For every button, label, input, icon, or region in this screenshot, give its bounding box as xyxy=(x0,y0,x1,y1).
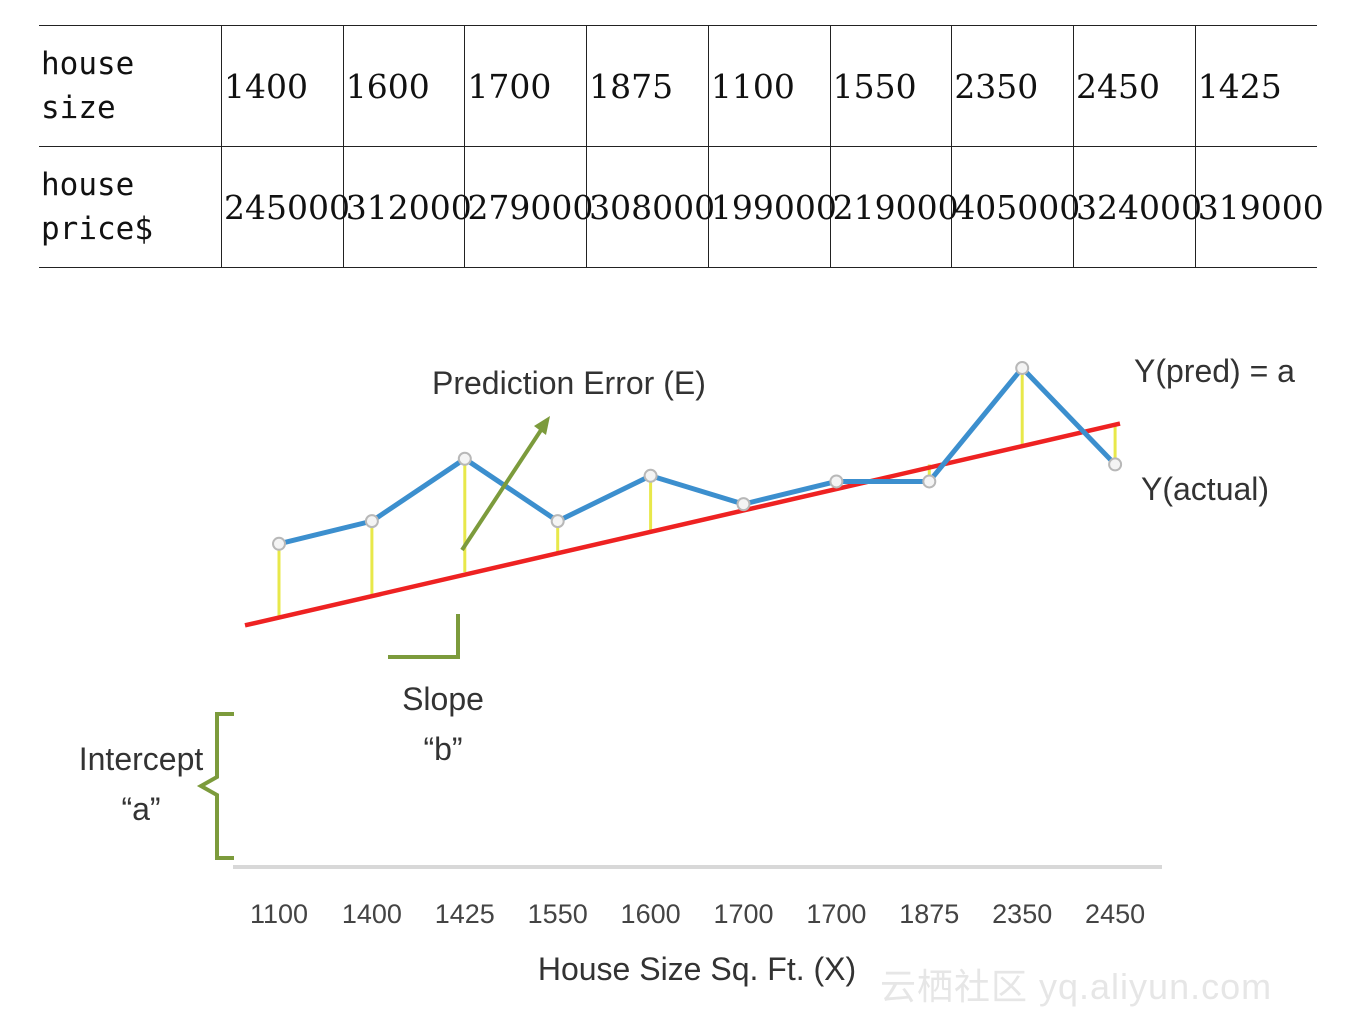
table-cell: 2450 xyxy=(1073,25,1196,147)
x-tick-label: 1875 xyxy=(899,899,959,929)
table-cell: 1400 xyxy=(221,25,344,147)
x-tick-label: 1600 xyxy=(621,899,681,929)
regression-line xyxy=(244,421,1121,628)
intercept-label: Intercept xyxy=(79,741,204,777)
table-cell: 219000 xyxy=(829,146,959,268)
table-row: house price$ 245000 312000 279000 308000 1990… xyxy=(39,146,1324,268)
prediction-error-arrow xyxy=(460,422,547,552)
data-point xyxy=(364,514,379,529)
table-cell: 308000 xyxy=(586,146,715,268)
table-cell: 1600 xyxy=(342,25,465,147)
data-point xyxy=(643,468,658,483)
prediction-error-label: Prediction Error (E) xyxy=(432,365,706,401)
table-cell: 1875 xyxy=(586,25,709,147)
x-tick-label: 2350 xyxy=(992,899,1052,929)
actual-layer xyxy=(272,361,1123,551)
x-tick-label: 1550 xyxy=(528,899,588,929)
watermark: 云栖社区 yq.aliyun.com xyxy=(880,966,1273,1007)
data-point xyxy=(736,497,751,512)
table-cell: 2350 xyxy=(951,25,1074,147)
table-cell: 1425 xyxy=(1194,25,1317,147)
table-cell: 1700 xyxy=(464,25,587,147)
slope-label: Slope xyxy=(402,681,484,717)
intercept-a-label: “a” xyxy=(121,791,160,827)
data-table: house size 1400 1600 1700 1875 1100 1550 2350 24… xyxy=(39,25,1324,268)
x-axis-title: House Size Sq. Ft. (X) xyxy=(538,951,856,987)
row-header: house price$ xyxy=(39,146,222,268)
data-point xyxy=(457,451,472,466)
data-point xyxy=(829,474,844,489)
x-tick-label: 1400 xyxy=(342,899,402,929)
x-tick-label: 1100 xyxy=(250,899,308,929)
prediction-error-arrowhead xyxy=(534,416,550,435)
intercept-brace xyxy=(196,712,234,860)
data-point xyxy=(1108,457,1123,472)
x-tick-label: 1700 xyxy=(713,899,773,929)
y-pred-label: Y(pred) = a xyxy=(1134,353,1295,389)
table-cell: 324000 xyxy=(1073,146,1202,268)
data-point xyxy=(550,514,565,529)
table-cell: 312000 xyxy=(342,146,472,268)
table-row: house size 1400 1600 1700 1875 1100 1550 2350 24… xyxy=(39,25,1317,147)
table-cell: 279000 xyxy=(464,146,593,268)
table-cell: 245000 xyxy=(221,146,350,268)
slope-b-label: “b” xyxy=(423,731,462,767)
x-tick-label: 2450 xyxy=(1085,899,1145,929)
data-point xyxy=(922,474,937,489)
regression-chart: 1100 1400 1425 1550 1600 1700 1700 1875 2350 2450… xyxy=(79,353,1295,987)
table-cell: 199000 xyxy=(707,146,837,268)
data-point xyxy=(1015,361,1030,376)
regression-layer xyxy=(244,421,1121,628)
data-point xyxy=(272,536,286,551)
slope-bracket xyxy=(388,614,460,659)
actual-series-line xyxy=(278,365,1117,547)
x-tick-labels: 1100 1400 1425 1550 1600 1700 1700 1875 2350 2450 xyxy=(250,899,1145,929)
x-tick-label: 1425 xyxy=(435,899,495,929)
row-header: house size xyxy=(39,25,222,147)
table-cell: 1100 xyxy=(707,25,831,147)
x-tick-label: 1700 xyxy=(806,899,866,929)
table-cell: 319000 xyxy=(1194,146,1324,268)
table-cell: 1550 xyxy=(829,25,952,147)
y-actual-label: Y(actual) xyxy=(1141,471,1269,507)
table-cell: 405000 xyxy=(951,146,1080,268)
